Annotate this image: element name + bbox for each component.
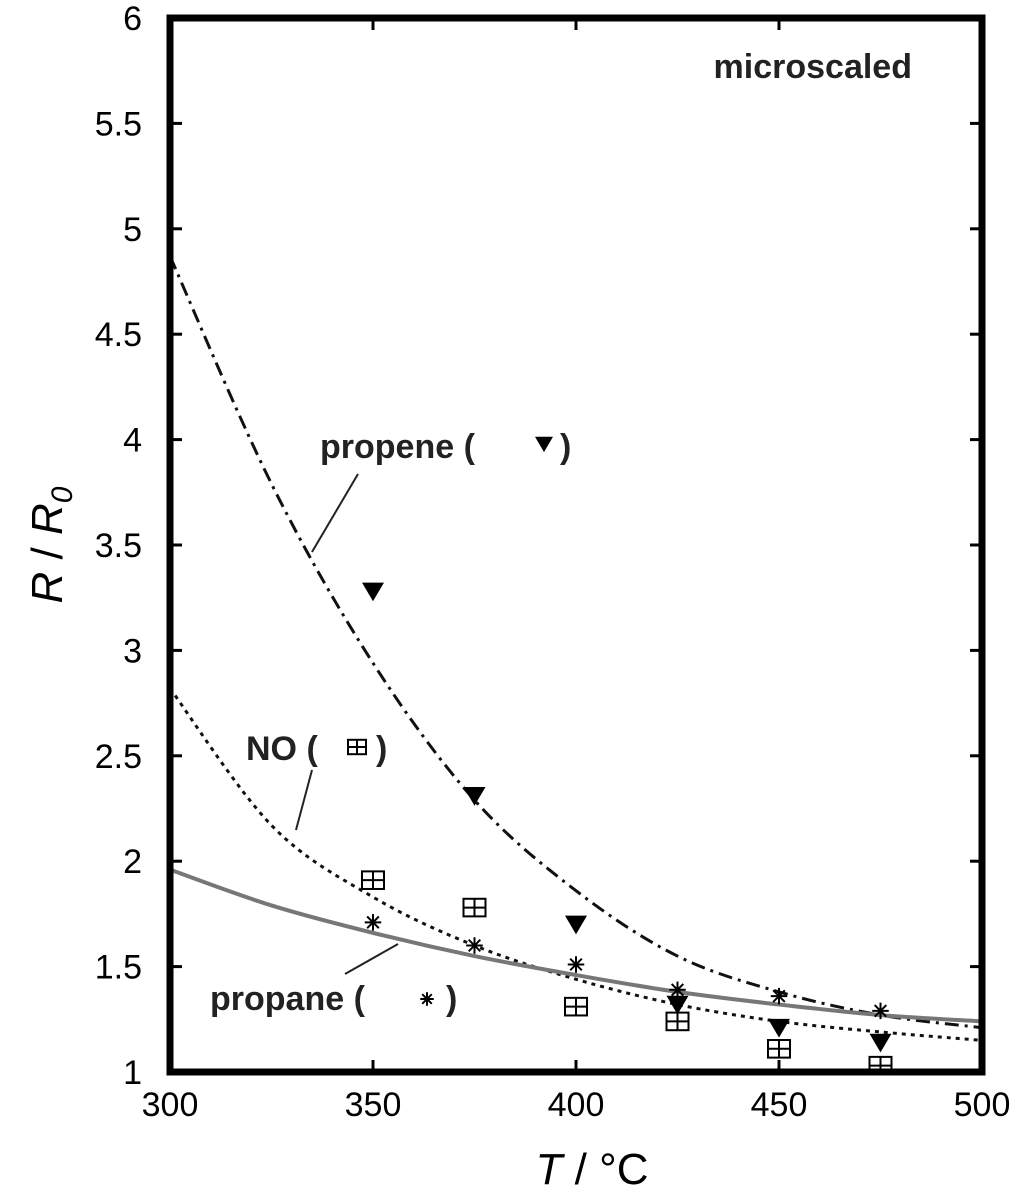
x-tick-label: 350 (345, 1086, 402, 1124)
asterisk-stroke (569, 957, 583, 972)
series-label-marker-propane (420, 992, 434, 1006)
fit-line-propane (169, 867, 983, 1024)
y-tick-label: 6 (123, 0, 142, 38)
point-no (665, 1011, 690, 1032)
axis-ticks (168, 16, 984, 1074)
annotation-microscaled: microscaled (714, 48, 912, 86)
y-tick-label: 3.5 (95, 527, 142, 565)
y-tick-label: 5.5 (95, 105, 142, 143)
leader-line-propane (344, 943, 399, 975)
point-propene (362, 582, 384, 602)
point-propene (463, 787, 486, 806)
y-tick-label: 1 (123, 1054, 142, 1092)
point-no (564, 996, 588, 1017)
series-label-marker-propene (535, 436, 553, 453)
plot-frame (166, 14, 986, 1076)
point-propane (872, 1002, 889, 1020)
y-tick-label: 4 (123, 422, 142, 460)
y-tick-label: 1.5 (95, 949, 142, 987)
fit-line-no (168, 687, 983, 1042)
x-tick-label: 300 (142, 1086, 199, 1124)
text-labels: 1 1.5 2 2.5 3 3.5 4 4.5 5 5.5 6 300 350 400 450 500 T / … (23, 0, 1010, 1194)
x-axis-unit: / °C (562, 1145, 648, 1194)
y-tick-label: 2 (123, 843, 142, 881)
asterisk-stroke (366, 915, 380, 929)
y-axis-symbol-ref: R (23, 503, 72, 535)
y-tick-label: 3 (123, 632, 142, 670)
fit-line-propene (168, 255, 983, 1030)
x-tick-label: 400 (548, 1086, 605, 1124)
asterisk-stroke (421, 993, 433, 1005)
y-axis-subscript: 0 (46, 486, 79, 503)
asterisk-stroke (670, 983, 685, 997)
series-label-close-propane: ) (446, 980, 457, 1018)
y-tick-label: 5 (123, 211, 142, 249)
series-label-propane: propane ( (210, 980, 366, 1018)
y-tick-label: 2.5 (95, 738, 142, 776)
point-no (361, 870, 385, 890)
y-axis-label: R / R0 (23, 486, 79, 603)
point-propene (869, 1033, 892, 1053)
point-propane (669, 981, 686, 999)
point-propane (364, 914, 382, 931)
x-axis-symbol: T (536, 1145, 566, 1194)
series-label-close-no: ) (376, 730, 387, 768)
point-propane (567, 956, 585, 973)
leader-line-no (295, 769, 313, 831)
point-propene (666, 995, 689, 1015)
leader-line-propene (311, 473, 359, 553)
point-no (767, 1039, 791, 1059)
series-label-no: NO ( (246, 730, 318, 768)
asterisk-stroke (467, 938, 482, 953)
series-label-close-propene: ) (560, 428, 571, 466)
data-markers (361, 582, 893, 1076)
x-tick-label: 450 (751, 1086, 808, 1124)
point-no (462, 897, 487, 918)
series-label-marker-no (347, 738, 367, 756)
y-axis-symbol: R (23, 572, 72, 604)
x-axis-label: T / °C (536, 1145, 649, 1194)
asterisk-stroke (772, 989, 786, 1003)
y-tick-label: 4.5 (95, 316, 142, 354)
point-propene (768, 1018, 790, 1038)
point-propane (466, 937, 483, 954)
label-leader-lines (295, 473, 399, 975)
x-tick-label: 500 (954, 1086, 1011, 1124)
asterisk-stroke (873, 1004, 888, 1018)
fit-lines (168, 255, 983, 1042)
point-propene (565, 915, 587, 935)
y-axis-slash: / (23, 535, 72, 572)
series-label-propene: propene ( (320, 428, 476, 466)
point-propane (770, 987, 788, 1005)
